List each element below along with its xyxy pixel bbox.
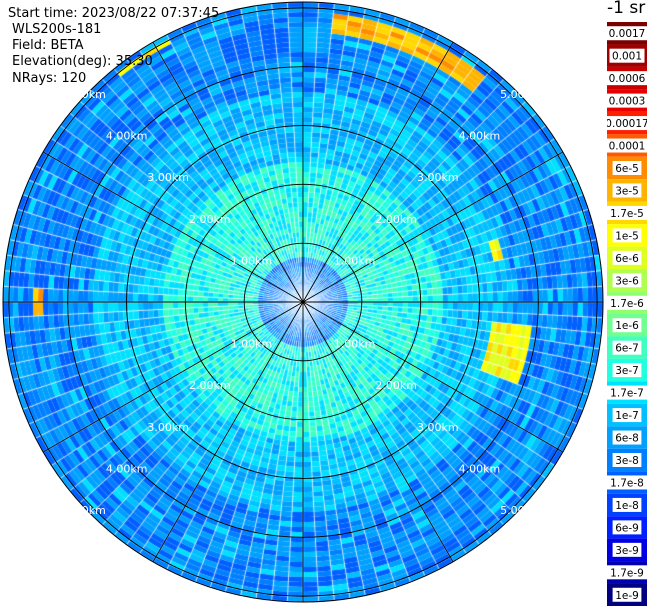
colorbar-tick-label: 3e-5 [615, 185, 639, 197]
colorbar-label-bg [607, 71, 647, 86]
colorbar-label-bg [612, 228, 642, 243]
azimuth-spoke [302, 151, 564, 303]
azimuth-spoke [152, 41, 304, 303]
instrument-label: WLS200s-181 [12, 22, 102, 37]
colorbar-tick-label: 0.0017 [609, 28, 646, 40]
colorbar-tick-label: 0.00017 [607, 118, 647, 130]
colorbar-tick-label: 1.7e-6 [610, 298, 644, 310]
colorbar-tick-label: 1e-7 [615, 410, 639, 422]
range-ring-label: 5.00km [64, 504, 106, 517]
colorbar-tick-label: 6e-5 [615, 163, 639, 175]
start-time-label: Start time: 2023/08/22 07:37:45 [8, 6, 220, 21]
colorbar-tick-label: 0.001 [612, 51, 642, 63]
colorbar-tick-label: 6e-8 [615, 433, 639, 445]
colorbar-tick-label: 0.0001 [609, 141, 646, 153]
colorbar-label-bg [607, 26, 647, 41]
colorbar-tick-label: 6e-7 [615, 343, 639, 355]
colorbar-tick-label: 6e-6 [615, 253, 639, 265]
colorbar-tick-label: 1e-6 [615, 320, 639, 332]
colorbar-tick-label: 1e-5 [615, 230, 639, 242]
range-ring-label: 2.00km [375, 213, 417, 226]
colorbar-label-bg [607, 138, 647, 153]
azimuth-spoke [302, 301, 564, 453]
azimuth-spoke [302, 41, 454, 303]
colorbar-label-bg [612, 542, 642, 557]
colorbar-label-bg [607, 475, 647, 490]
range-ring-label: 3.00km [147, 421, 189, 434]
ppi-overlay: 1.00km 1.00km 1.00km 1.00km 2.00km 2.00km 2.00… [2, 1, 604, 603]
colorbar-tick-label: 1e-8 [615, 500, 639, 512]
range-ring-label: 2.00km [375, 379, 417, 392]
colorbar-label-bg [607, 385, 647, 400]
colorbar-label-bg [612, 587, 642, 602]
colorbar-label-bg [607, 205, 647, 220]
azimuth-spoke [42, 301, 304, 453]
range-ring-label: 2.00km [189, 379, 231, 392]
colorbar-label-bg [607, 295, 647, 310]
colorbar-label-bg [612, 318, 642, 333]
colorbar-label-bg [612, 183, 642, 198]
colorbar-label-bg [612, 363, 642, 378]
colorbar-label-bg [612, 430, 642, 445]
range-ring-label: 2.00km [189, 213, 231, 226]
colorbar-tick-label: 3e-8 [615, 455, 639, 467]
colorbar-tick-label: 3e-9 [615, 545, 639, 557]
colorbar-label-bg [612, 520, 642, 535]
colorbar-label-bg [612, 497, 642, 512]
colorbar-label-bg [607, 93, 647, 108]
range-ring-label: 3.00km [147, 171, 189, 184]
field-label: Field: BETA [12, 38, 84, 53]
colorbar-tick-label: 0.0006 [609, 73, 646, 85]
colorbar-tick-label: 6e-9 [615, 522, 639, 534]
elevation-label: Elevation(deg): 35.30 [12, 54, 153, 69]
colorbar-label-bg [607, 116, 647, 131]
colorbar-label-bg [612, 250, 642, 265]
colorbar-label-bg [609, 48, 645, 63]
colorbar-tick-label: 3e-6 [615, 275, 639, 287]
colorbar-label-bg [607, 565, 647, 580]
range-ring-label: 3.00km [417, 171, 459, 184]
range-ring-label: 1.00km [334, 338, 376, 351]
range-ring-label: 5.00km [500, 504, 542, 517]
colorbar-tick-label: 3e-7 [615, 365, 639, 377]
range-ring-label: 4.00km [459, 462, 501, 475]
range-ring-label: 1.00km [231, 254, 273, 267]
colorbar: 0.0017 0.001 0.0006 0.0003 0.00017 0.0001 6e-5… [607, 22, 647, 606]
nrays-label: NRays: 120 [12, 71, 87, 86]
range-ring-label: 4.00km [106, 462, 148, 475]
colorbar-tick-label: 1.7e-9 [610, 567, 644, 579]
range-ring-label: 3.00km [417, 421, 459, 434]
range-ring-label: 1.00km [231, 338, 273, 351]
azimuth-spoke [302, 301, 454, 563]
range-ring-label: 5.00km [64, 88, 106, 101]
range-ring-label: 5.00km [500, 88, 542, 101]
range-ring-label: 4.00km [459, 130, 501, 143]
colorbar-tick-label: 1e-9 [615, 590, 639, 602]
azimuth-spoke [152, 301, 304, 563]
range-ring-label: 1.00km [334, 254, 376, 267]
colorbar-label-bg [612, 340, 642, 355]
range-ring-label: 4.00km [106, 130, 148, 143]
colorbar-title: -1 sr [607, 0, 646, 18]
colorbar-tick-label: 0.0003 [609, 96, 646, 108]
colorbar-tick-label: 1.7e-8 [610, 477, 644, 489]
colorbar-label-bg [612, 161, 642, 175]
colorbar-label-bg [612, 408, 642, 423]
colorbar-tick-label: 1.7e-5 [610, 208, 644, 220]
colorbar-label-bg [612, 453, 642, 467]
colorbar-tick-label: 1.7e-7 [610, 388, 644, 400]
azimuth-spoke [42, 151, 304, 303]
colorbar-label-bg [612, 273, 642, 288]
